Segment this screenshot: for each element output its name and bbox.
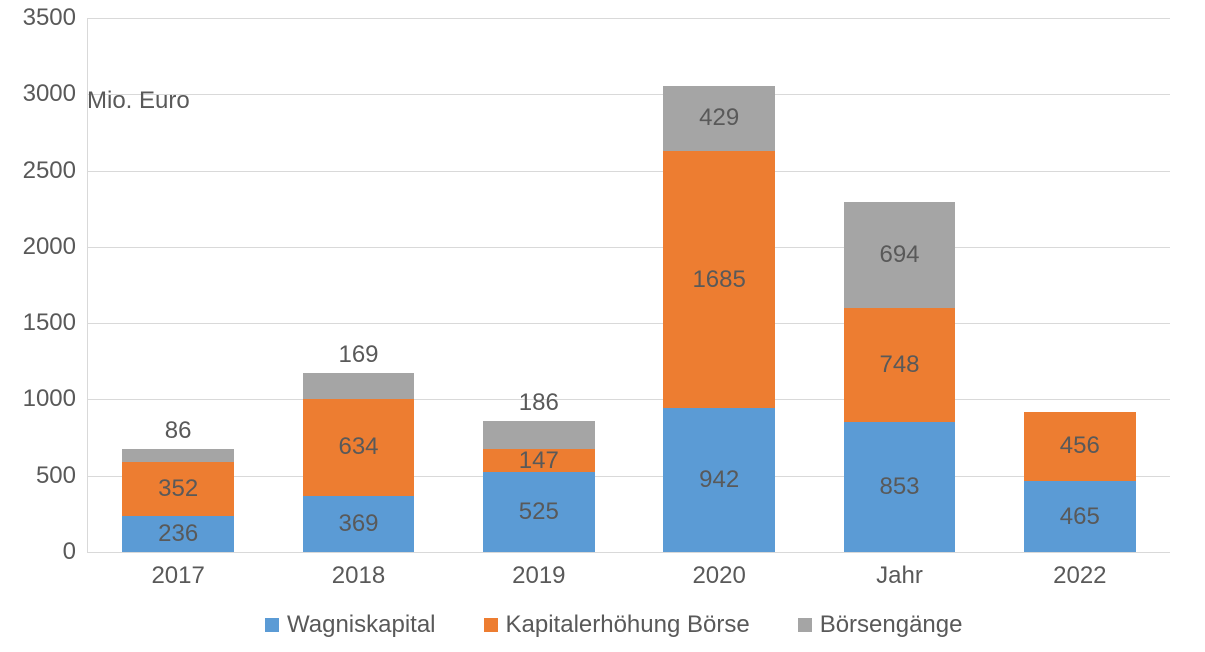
funding-stacked-bar-chart: 0 500 1000 1500 2000 2500 3000 3500 236 352 86 2017… xyxy=(0,0,1205,652)
x-tick-label: 2020 xyxy=(692,552,745,590)
gridline xyxy=(88,171,1170,172)
bar-segment-kapitalerhoehung: 634 xyxy=(303,399,415,496)
bar-value-label: 186 xyxy=(483,391,595,415)
legend-item-boersengaenge: Börsengänge xyxy=(798,611,963,639)
gridline xyxy=(88,247,1170,248)
legend-item-wagniskapital: Wagniskapital xyxy=(265,611,436,639)
y-axis-title: Mio. Euro xyxy=(87,87,190,115)
bar-segment-kapitalerhoehung: 748 xyxy=(844,308,956,422)
plot-area: 0500100015002000250030003500236352862017… xyxy=(87,18,1170,553)
gridline xyxy=(88,399,1170,400)
gridline xyxy=(88,18,1170,19)
y-tick-label: 1000 xyxy=(23,385,88,413)
legend: Wagniskapital Kapitalerhöhung Börse Börsen… xyxy=(265,611,962,639)
legend-label: Kapitalerhöhung Börse xyxy=(506,611,750,639)
bar-group: 369 634 169 xyxy=(303,373,415,552)
gridline xyxy=(88,476,1170,477)
bar-group: 942 1685 429 xyxy=(663,86,775,552)
bar-group: 236 352 86 xyxy=(122,449,234,552)
legend-swatch xyxy=(484,618,498,632)
bar-segment-boersengaenge: 169 xyxy=(303,373,415,399)
bar-segment-boersengaenge: 429 xyxy=(663,86,775,151)
y-tick-label: 1500 xyxy=(23,309,88,337)
bar-value-label: 236 xyxy=(122,522,234,546)
bar-segment-boersengaenge: 694 xyxy=(844,202,956,308)
y-tick-label: 3000 xyxy=(23,80,88,108)
bar-value-label: 456 xyxy=(1024,434,1136,458)
bar-segment-kapitalerhoehung: 352 xyxy=(122,462,234,516)
bar-group: 853 748 694 xyxy=(844,202,956,552)
y-tick-label: 0 xyxy=(63,538,88,566)
legend-label: Wagniskapital xyxy=(287,611,436,639)
bar-segment-wagniskapital: 942 xyxy=(663,408,775,552)
bar-value-label: 694 xyxy=(844,243,956,267)
legend-swatch xyxy=(798,618,812,632)
y-tick-label: 2500 xyxy=(23,157,88,185)
bar-value-label: 525 xyxy=(483,500,595,524)
bar-value-label: 1685 xyxy=(663,268,775,292)
legend-item-kapitalerhoehung: Kapitalerhöhung Börse xyxy=(484,611,750,639)
bar-value-label: 465 xyxy=(1024,505,1136,529)
bar-value-label: 748 xyxy=(844,353,956,377)
bar-segment-wagniskapital: 853 xyxy=(844,422,956,552)
bar-group: 465 456 xyxy=(1024,411,1136,552)
legend-swatch xyxy=(265,618,279,632)
bar-segment-wagniskapital: 236 xyxy=(122,516,234,552)
x-tick-label: 2022 xyxy=(1053,552,1106,590)
bar-segment-boersengaenge: 186 xyxy=(483,421,595,449)
bar-value-label: 369 xyxy=(303,512,415,536)
bar-segment-wagniskapital: 525 xyxy=(483,472,595,552)
bar-value-label: 853 xyxy=(844,475,956,499)
bar-value-label: 942 xyxy=(663,468,775,492)
bar-value-label: 169 xyxy=(303,343,415,367)
bar-group: 525 147186 xyxy=(483,421,595,552)
bar-value-label: 634 xyxy=(303,435,415,459)
bar-value-label: 429 xyxy=(663,106,775,130)
x-tick-label: 2017 xyxy=(151,552,204,590)
gridline xyxy=(88,323,1170,324)
legend-label: Börsengänge xyxy=(820,611,963,639)
x-tick-label: 2019 xyxy=(512,552,565,590)
bar-value-label: 147 xyxy=(483,449,595,473)
bar-segment-boersengaenge: 86 xyxy=(122,449,234,462)
y-tick-label: 500 xyxy=(36,462,88,490)
bar-segment-wagniskapital: 465 xyxy=(1024,481,1136,552)
bar-segment-kapitalerhoehung: 1685 xyxy=(663,151,775,408)
bar-segment-kapitalerhoehung: 147 xyxy=(483,449,595,471)
y-tick-label: 2000 xyxy=(23,233,88,261)
x-tick-label: 2018 xyxy=(332,552,385,590)
bar-value-label: 86 xyxy=(122,419,234,443)
bar-segment-wagniskapital: 369 xyxy=(303,496,415,552)
gridline xyxy=(88,94,1170,95)
y-tick-label: 3500 xyxy=(23,4,88,32)
bar-segment-kapitalerhoehung: 456 xyxy=(1024,412,1136,482)
x-tick-label: Jahr xyxy=(876,552,923,590)
bar-value-label: 352 xyxy=(122,477,234,501)
